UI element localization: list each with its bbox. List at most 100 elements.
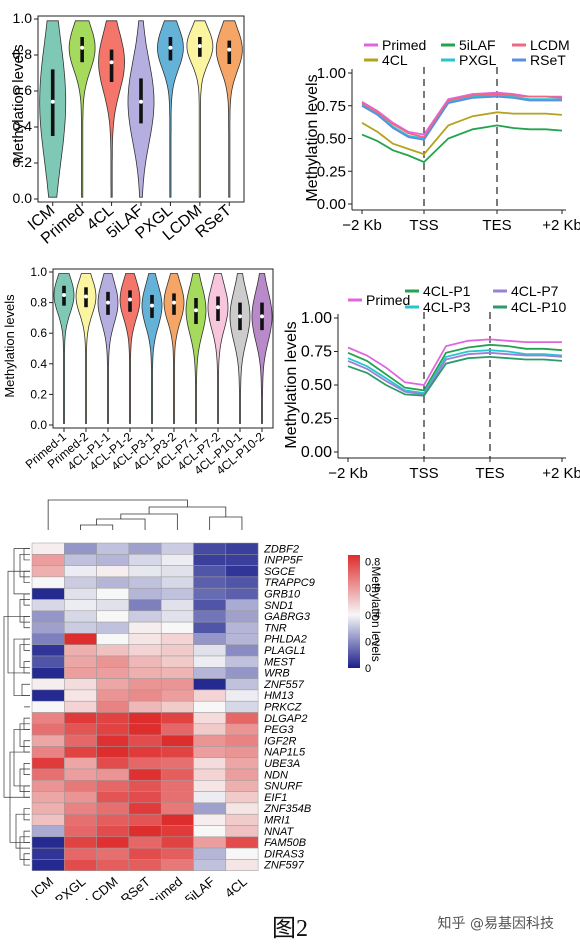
heatmap-cell [193, 655, 227, 668]
heatmap-cell [193, 825, 227, 838]
heatmap-row-label: NNAT [264, 826, 294, 838]
heatmap-cell [96, 644, 130, 657]
violinA-violin-median-dot [50, 99, 55, 104]
violinA-violin-body [186, 20, 214, 198]
heatmap-cell [193, 802, 227, 815]
heatmap-cell [64, 576, 97, 589]
lineA-xtick-label: −2 Kb [342, 217, 382, 234]
violinB-ytick-label: 0.8 [30, 296, 47, 310]
violinB-plot-frame [52, 268, 274, 429]
heatmap-column-label: 5iLAF [182, 874, 218, 900]
heatmap-cell [128, 655, 162, 668]
heatmap-cell [96, 554, 130, 566]
heatmap-cell [128, 554, 162, 566]
figure-caption: 图2 [272, 916, 308, 942]
heatmap-cell [193, 644, 227, 657]
heatmap-cell [31, 633, 65, 645]
lineA-ytick-label: 1.00 [317, 65, 346, 82]
violinA-ylabel: Methylation levels [10, 44, 27, 163]
lineA-ylabel: Methylation levels [304, 74, 321, 201]
lineB-ytick-label: 0.00 [301, 444, 332, 461]
heatmap-cell [31, 791, 65, 804]
heatmap-cell [64, 825, 97, 838]
heatmap-cell [225, 723, 259, 736]
heatmap-column-label: PXGL [52, 874, 88, 900]
heatmap-row-label: NAP1L5 [264, 747, 306, 759]
violinB-violin-body [207, 273, 229, 424]
heatmap-cell [193, 599, 227, 612]
heatmap-cell [96, 633, 130, 645]
heatmap-row-label: GRB10 [264, 589, 301, 601]
heatmap-column-dendrogram [209, 516, 243, 530]
heatmap-cell [64, 621, 97, 634]
heatmap-row-label: ZNF354B [263, 803, 311, 815]
heatmap-cell [193, 859, 227, 871]
violinA-violin-median-dot [109, 60, 114, 65]
heatmap-cell [160, 644, 194, 657]
heatmap-cell [128, 644, 162, 657]
heatmap-cell [128, 723, 162, 736]
heatmap-cell [225, 565, 259, 578]
heatmap-cell [64, 700, 97, 713]
violinA-violin-median-dot [197, 44, 202, 48]
lineA-xtick-label: +2 Kb [542, 217, 580, 234]
violinA-ytick-label: 0.0 [13, 190, 33, 206]
heatmap-cell [128, 610, 162, 623]
heatmap-cell [31, 825, 65, 838]
lineA-legend-label: 4CL [382, 52, 408, 68]
heatmap-cell [128, 780, 162, 792]
heatmap-cell [160, 678, 194, 691]
heatmap-cell [128, 587, 162, 600]
lineA-ytick-label: 0.75 [317, 98, 346, 115]
heatmap-row-label: INPP5F [264, 555, 304, 567]
heatmap-row-label: ZDBF2 [263, 543, 299, 555]
heatmap-cell [31, 847, 65, 860]
violinB-ytick-label: 0.4 [30, 357, 47, 371]
heatmap-cell [160, 780, 194, 792]
heatmap-row-label: PRKCZ [264, 702, 303, 714]
heatmap-cell [225, 757, 259, 770]
heatmap-cell [128, 689, 162, 702]
heatmap-cell [64, 599, 97, 612]
heatmap-cell [31, 802, 65, 815]
heatmap-row-label: TRAPPC9 [264, 577, 315, 589]
lineB-series-line [347, 351, 563, 396]
heatmap-cell [128, 633, 162, 645]
heatmap-row-dendrogram [19, 723, 30, 747]
violinB-violin-body [141, 273, 163, 424]
heatmap-cell [193, 587, 227, 600]
heatmap-cell [96, 723, 130, 736]
heatmap-cell [64, 791, 97, 804]
lineA-xtick-label: TES [482, 217, 511, 234]
heatmap-row-dendrogram [19, 644, 30, 668]
heatmap-cell [225, 542, 259, 555]
lineA-ytick-label: 0.00 [317, 196, 346, 213]
heatmap-cell [225, 655, 259, 668]
heatmap-cell [64, 587, 97, 600]
heatmap-cell [128, 847, 162, 860]
violinB-violin-median-dot [194, 308, 198, 313]
violinB-violin-median-dot [62, 292, 66, 297]
heatmap-cell [31, 576, 65, 589]
heatmap-cell [64, 723, 97, 736]
heatmap-cell [193, 813, 227, 826]
heatmap-cell [225, 667, 259, 679]
heatmap-row-dendrogram [21, 683, 30, 696]
heatmap-cell [193, 554, 227, 566]
heatmap-cell [128, 859, 162, 871]
heatmap-row-label: IGF2R [264, 735, 296, 747]
heatmap-cell [128, 757, 162, 770]
lineB-xtick-label: TSS [409, 465, 438, 482]
heatmap-cell [128, 791, 162, 804]
heatmap-cell [128, 813, 162, 826]
heatmap-row-dendrogram [19, 553, 30, 578]
heatmap-cell [64, 667, 97, 679]
heatmap-cell [193, 689, 227, 702]
watermark: 知乎 @易基因科技 [437, 916, 554, 932]
heatmap-cell [128, 836, 162, 849]
heatmap-cell [193, 780, 227, 792]
heatmap-cell [64, 802, 97, 815]
heatmap-cell [160, 734, 194, 747]
heatmap-cell [96, 542, 130, 555]
heatmap-cell [225, 621, 259, 634]
